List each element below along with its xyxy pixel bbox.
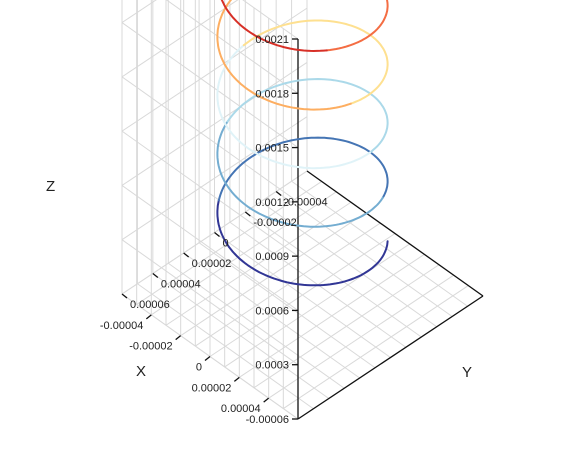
x-axis-title: X [136,363,146,380]
x-tick-mark [175,335,182,341]
floor-grid-line [137,283,314,410]
y-axis-line [306,170,484,297]
z-tick-label: 0.0012 [255,197,289,209]
y-tick-label: -0.00004 [284,197,327,209]
helix-segment [325,0,389,52]
y-tick-mark [121,293,128,299]
helix-segment [226,78,389,154]
floor-grid-line [198,242,376,369]
x-tick-mark [204,355,211,362]
floor-grid-line [214,232,391,358]
y-tick-mark [183,252,190,258]
helix-segment [216,44,372,170]
axes-layer [121,38,484,420]
x-tick-mark [233,376,240,382]
z-tick-label: 0.0018 [255,88,289,100]
floor-grid-line [167,262,345,389]
wall-grid-line [121,116,308,241]
floor-grid-line [291,180,468,307]
wall-grid-line [165,0,299,94]
z-tick-label: 0.0009 [255,251,289,263]
y-tick-label: 0.00002 [192,258,232,270]
helix-segment [242,19,389,105]
floor-grid-line [152,273,330,399]
helix-segment [216,0,352,111]
x-tick-mark [263,397,270,403]
wall-grid-line [121,7,308,132]
y-tick-mark [152,272,159,279]
wall-grid-line [121,130,299,257]
y-tick-label: 0 [223,238,229,250]
wall-grid-line [121,22,299,148]
wall-grid-line [121,0,157,23]
wall-grid-line [242,0,299,40]
y-tick-mark [244,211,251,217]
z-axis-title: Z [46,178,55,195]
z-tick-label: 0.0006 [255,305,289,317]
x-tick-label: 0 [196,362,202,374]
x-tick-label: -0.00004 [100,320,143,332]
floor-grid-line [183,252,360,379]
x-tick-mark [145,314,152,320]
x-tick-label: 0.00002 [192,382,232,394]
wall-grid-line [121,185,299,311]
helix-segment [216,120,384,228]
y-axis-title: Y [462,364,472,381]
wall-grid-line [121,62,308,186]
z-tick-label: 0.0021 [255,34,289,46]
floor-grid-line [275,191,453,317]
x-tick-label: -0.00002 [129,341,172,353]
helix-segment [220,0,328,52]
tick-labels: -0.00006 0.0003 0.0006 0.0009 0.0012 0.0015 0.… [100,34,328,426]
z-tick-label: -0.00006 [246,414,289,426]
floor-grid-line [245,211,422,338]
y-tick-label: -0.00002 [253,217,296,229]
z-tick-label: 0.0015 [255,143,289,155]
y-tick-label: 0.00006 [130,299,170,311]
z-tick-label: 0.0003 [255,360,289,372]
y-tick-mark [214,231,220,238]
y-tick-label: 0.00004 [161,279,201,291]
grid-layer [121,0,484,420]
wall-grid-line [121,76,299,203]
x-tick-label: 0.00004 [221,403,261,415]
floor-grid-line [260,201,438,328]
helix-segment [217,136,389,202]
wall-grid-line [121,0,239,78]
helix-segment [216,199,389,287]
x-axis-line [297,295,484,420]
wall-grid-line [121,239,299,366]
y-tick-mark [275,190,282,197]
helix-line [216,0,389,287]
